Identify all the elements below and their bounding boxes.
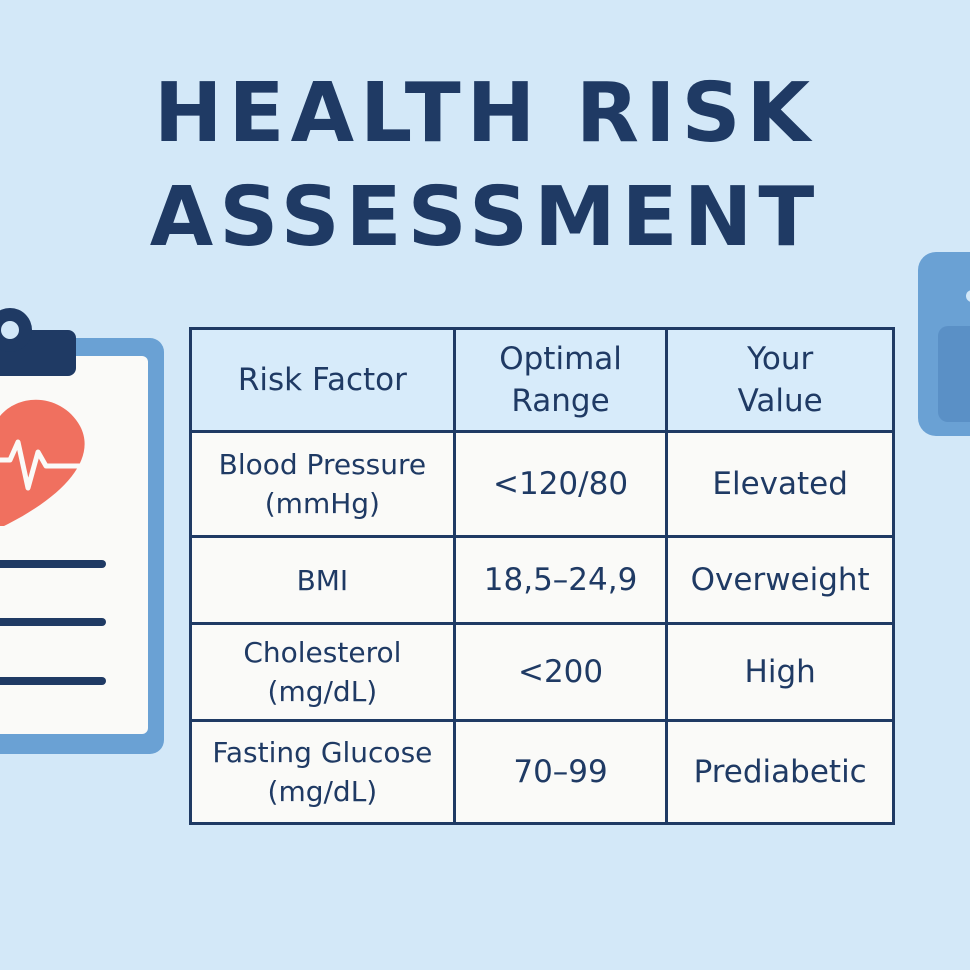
scale-icon xyxy=(916,250,970,440)
header-your-value: Your Value xyxy=(665,327,895,433)
risk-factor-cell: Blood Pressure (mmHg) xyxy=(189,430,456,538)
risk-table: Risk Factor Optimal Range Your Value Blo… xyxy=(189,327,895,825)
table-header-row: Risk Factor Optimal Range Your Value xyxy=(189,327,895,433)
optimal-range-cell: 18,5–24,9 xyxy=(452,535,669,625)
table-row: BMI 18,5–24,9 Overweight xyxy=(189,535,895,625)
table-row: Cholesterol (mg/dL) <200 High xyxy=(189,622,895,722)
your-value-cell: Prediabetic xyxy=(665,719,895,825)
table-row: Fasting Glucose (mg/dL) 70–99 Prediabeti… xyxy=(189,719,895,825)
header-risk-factor: Risk Factor xyxy=(189,327,456,433)
title-line-1: HEALTH RISK xyxy=(153,66,817,161)
clipboard-icon xyxy=(0,300,170,760)
risk-factor-cell: Fasting Glucose (mg/dL) xyxy=(189,719,456,825)
header-optimal-range: Optimal Range xyxy=(452,327,669,433)
heart-pulse-icon xyxy=(0,399,85,526)
optimal-range-cell: 70–99 xyxy=(452,719,669,825)
optimal-range-cell: <120/80 xyxy=(452,430,669,538)
risk-factor-cell: Cholesterol (mg/dL) xyxy=(189,622,456,722)
table-row: Blood Pressure (mmHg) <120/80 Elevated xyxy=(189,430,895,538)
risk-factor-cell: BMI xyxy=(189,535,456,625)
your-value-cell: High xyxy=(665,622,895,722)
page-title: HEALTH RISK ASSESSMENT xyxy=(0,62,970,270)
your-value-cell: Overweight xyxy=(665,535,895,625)
title-line-2: ASSESSMENT xyxy=(149,170,821,265)
your-value-cell: Elevated xyxy=(665,430,895,538)
optimal-range-cell: <200 xyxy=(452,622,669,722)
